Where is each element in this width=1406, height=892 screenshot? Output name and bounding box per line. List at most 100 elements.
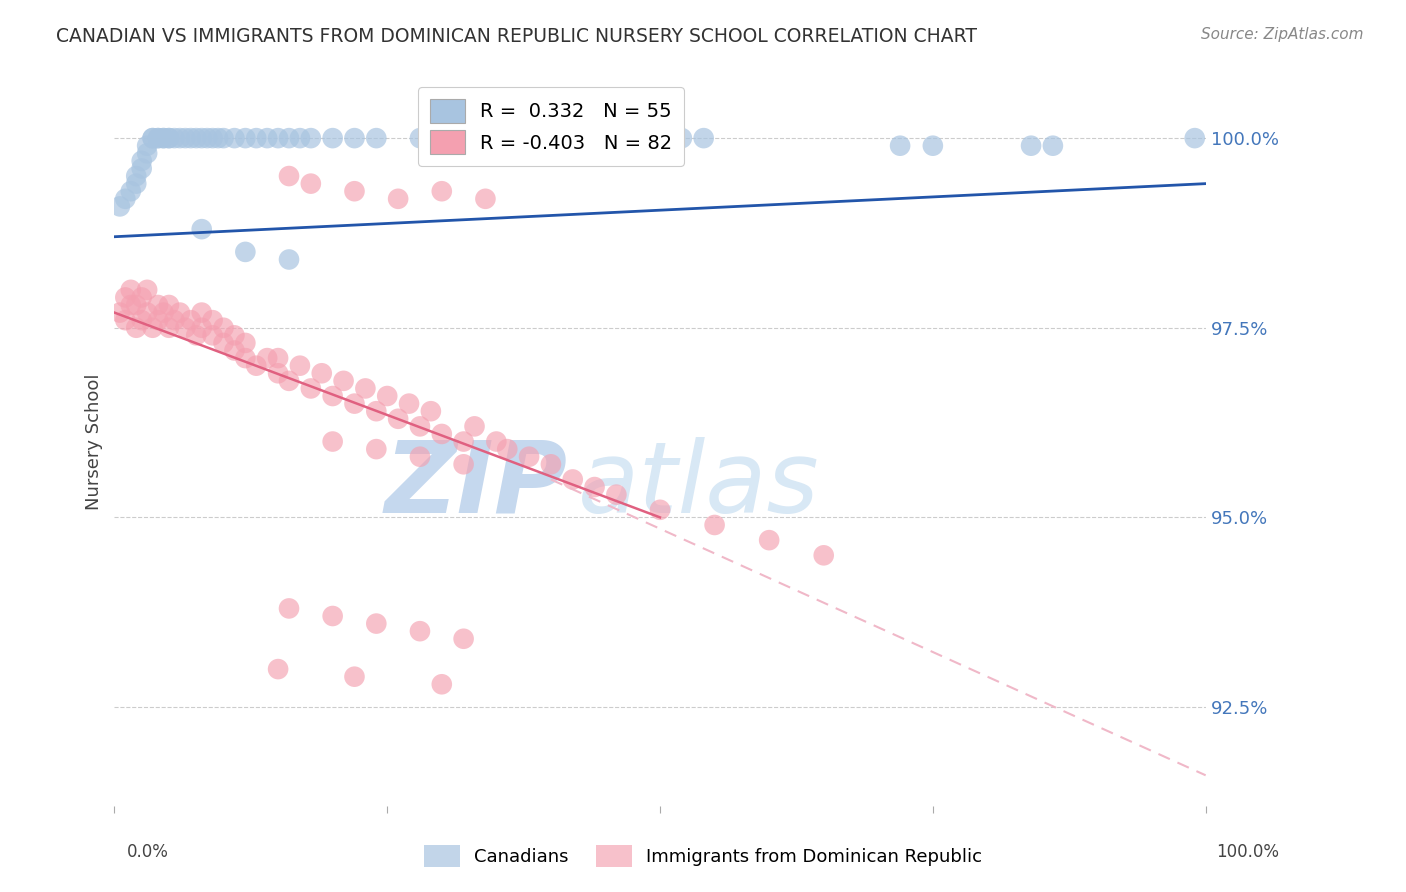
Point (288, 359, 311, 373)
Point (463, 419, 485, 434)
Text: ZIP: ZIP (384, 437, 567, 533)
Point (256, 351, 278, 365)
Point (224, 328, 246, 343)
Point (131, 153, 153, 168)
Point (146, 131, 169, 145)
Point (146, 313, 169, 327)
Point (125, 320, 148, 334)
Point (387, 192, 409, 206)
Point (146, 298, 169, 312)
Point (136, 283, 159, 297)
Point (131, 161, 153, 176)
Point (146, 131, 169, 145)
Point (224, 131, 246, 145)
Point (278, 169, 301, 183)
Point (703, 518, 725, 533)
Point (224, 343, 246, 358)
Point (430, 426, 453, 441)
Point (648, 503, 671, 517)
Point (375, 389, 398, 403)
Point (136, 138, 159, 153)
Point (474, 131, 496, 145)
Point (157, 320, 180, 334)
Point (142, 131, 165, 145)
Point (256, 131, 278, 145)
Point (163, 131, 186, 145)
Point (212, 320, 235, 334)
Point (186, 131, 208, 145)
Point (692, 131, 714, 145)
Point (322, 131, 344, 145)
Point (322, 434, 344, 449)
Point (322, 389, 344, 403)
Point (235, 335, 257, 350)
Point (120, 298, 142, 312)
Point (114, 313, 136, 327)
Point (114, 192, 136, 206)
Point (212, 131, 235, 145)
Text: 100.0%: 100.0% (1216, 843, 1279, 861)
Point (648, 131, 671, 145)
Legend: R =  0.332   N = 55, R = -0.403   N = 82: R = 0.332 N = 55, R = -0.403 N = 82 (418, 87, 683, 166)
Point (163, 313, 186, 327)
Text: atlas: atlas (578, 437, 820, 533)
Point (496, 442, 519, 457)
Point (387, 411, 409, 425)
Point (174, 320, 197, 334)
Point (583, 480, 606, 494)
Point (131, 313, 153, 327)
Point (278, 131, 301, 145)
Point (190, 305, 212, 319)
Point (366, 442, 388, 457)
Point (758, 533, 780, 548)
Text: 0.0%: 0.0% (127, 843, 169, 861)
Point (409, 624, 432, 639)
Point (157, 131, 180, 145)
Point (409, 131, 432, 145)
Point (430, 184, 453, 198)
Point (125, 169, 148, 183)
Point (136, 146, 159, 161)
Point (366, 404, 388, 418)
Point (201, 131, 224, 145)
Point (190, 320, 212, 334)
Point (921, 138, 943, 153)
Point (278, 601, 301, 615)
Point (288, 131, 311, 145)
Point (1042, 138, 1064, 153)
Point (671, 131, 693, 145)
Point (195, 131, 218, 145)
Point (496, 131, 519, 145)
Point (120, 184, 142, 198)
Point (157, 131, 180, 145)
Point (152, 131, 174, 145)
Point (343, 396, 366, 410)
Point (605, 488, 627, 502)
Point (207, 131, 229, 145)
Point (190, 222, 212, 236)
Point (169, 131, 191, 145)
Point (278, 252, 301, 267)
Point (453, 458, 475, 472)
Point (1184, 131, 1206, 145)
Point (152, 305, 174, 319)
Point (190, 131, 212, 145)
Point (540, 458, 562, 472)
Point (131, 290, 153, 304)
Point (517, 131, 540, 145)
Point (343, 670, 366, 684)
Point (125, 177, 148, 191)
Point (485, 434, 508, 449)
Point (108, 199, 131, 213)
Point (267, 366, 290, 380)
Point (201, 313, 224, 327)
Point (212, 335, 235, 350)
Point (813, 549, 835, 563)
Point (409, 450, 432, 464)
Point (299, 177, 322, 191)
Point (180, 131, 202, 145)
Point (157, 298, 180, 312)
Point (453, 632, 475, 646)
Point (180, 313, 202, 327)
Point (108, 305, 131, 319)
